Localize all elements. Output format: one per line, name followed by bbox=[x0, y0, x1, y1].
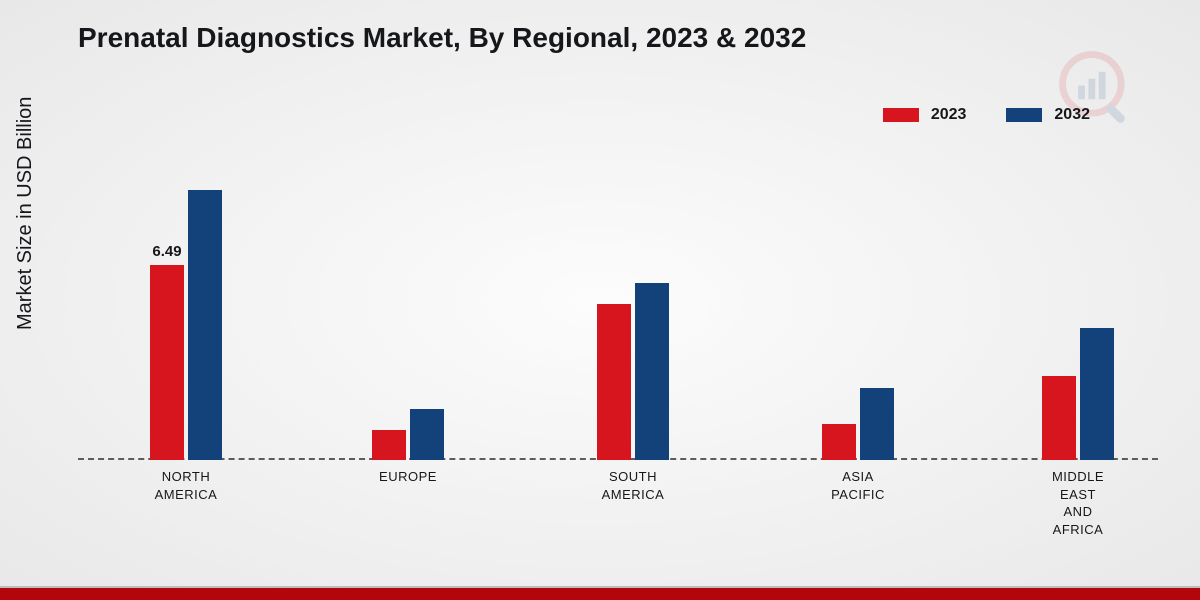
legend: 2023 2032 bbox=[883, 106, 1090, 124]
legend-swatch-2032 bbox=[1006, 108, 1042, 122]
bar-2032 bbox=[1080, 328, 1114, 460]
bar-2032 bbox=[188, 190, 222, 460]
bar-2023 bbox=[822, 424, 856, 460]
bar-group bbox=[372, 409, 444, 460]
x-axis-category-label: MIDDLEEASTANDAFRICA bbox=[1008, 468, 1148, 538]
x-axis-category-label: EUROPE bbox=[338, 468, 478, 486]
legend-swatch-2023 bbox=[883, 108, 919, 122]
chart-canvas: Prenatal Diagnostics Market, By Regional… bbox=[0, 0, 1200, 600]
bar-group bbox=[1042, 328, 1114, 460]
chart-title: Prenatal Diagnostics Market, By Regional… bbox=[78, 22, 806, 54]
bar-2023: 6.49 bbox=[150, 265, 184, 460]
footer-bar bbox=[0, 588, 1200, 600]
legend-label-2032: 2032 bbox=[1054, 106, 1090, 124]
y-axis-label: Market Size in USD Billion bbox=[14, 97, 37, 330]
x-axis-category-label: SOUTHAMERICA bbox=[563, 468, 703, 503]
bar-group: 6.49 bbox=[150, 190, 222, 460]
x-axis-labels: NORTHAMERICA EUROPE SOUTHAMERICA ASIAPACIFI… bbox=[78, 468, 1158, 568]
legend-item-2023: 2023 bbox=[883, 106, 967, 124]
bar-2032 bbox=[410, 409, 444, 460]
x-axis-category-label: ASIAPACIFIC bbox=[788, 468, 928, 503]
bar-group bbox=[597, 283, 669, 460]
legend-label-2023: 2023 bbox=[931, 106, 967, 124]
x-axis-category-label: NORTHAMERICA bbox=[116, 468, 256, 503]
bar-group bbox=[822, 388, 894, 460]
bar-2023 bbox=[597, 304, 631, 460]
bar-2023 bbox=[372, 430, 406, 460]
bar-2032 bbox=[635, 283, 669, 460]
watermark-bar-3 bbox=[1099, 72, 1106, 100]
bar-value-label: 6.49 bbox=[152, 243, 181, 260]
legend-item-2032: 2032 bbox=[1006, 106, 1090, 124]
watermark-bar-1 bbox=[1078, 86, 1085, 100]
bar-2032 bbox=[860, 388, 894, 460]
watermark-bar-2 bbox=[1088, 79, 1095, 100]
plot-area: 6.49 bbox=[78, 160, 1158, 460]
bar-2023 bbox=[1042, 376, 1076, 460]
